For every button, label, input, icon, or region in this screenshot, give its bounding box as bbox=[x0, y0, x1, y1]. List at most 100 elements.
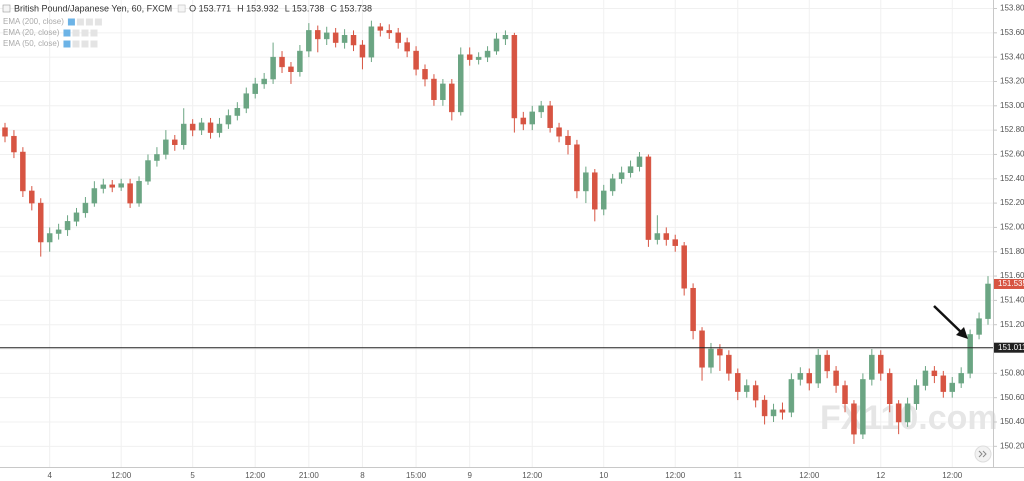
indicator-button[interactable] bbox=[90, 29, 98, 37]
scroll-to-end-button[interactable] bbox=[974, 445, 992, 463]
indicator-toggle[interactable] bbox=[63, 40, 71, 48]
header-value: L 153.738 bbox=[285, 3, 325, 13]
y-tick-label: 152.400 bbox=[1000, 174, 1024, 183]
indicator-button[interactable] bbox=[76, 18, 84, 26]
candle-body bbox=[493, 38, 500, 52]
indicator-button[interactable] bbox=[94, 18, 102, 26]
candle-body bbox=[449, 83, 455, 113]
symbol-icon[interactable] bbox=[2, 4, 11, 13]
candle-body bbox=[163, 139, 169, 155]
indicator-button[interactable] bbox=[72, 29, 80, 37]
candle-body bbox=[73, 212, 80, 222]
axes: 150.200150.400150.600150.800151.000151.2… bbox=[47, 4, 1024, 480]
x-tick-label: 4 bbox=[47, 471, 52, 480]
x-tick-label: 11 bbox=[734, 471, 743, 480]
candle-body bbox=[609, 178, 616, 192]
candle-body bbox=[574, 144, 580, 192]
candle-body bbox=[198, 122, 205, 131]
candle-body bbox=[538, 105, 544, 113]
candle-body bbox=[20, 151, 26, 192]
candle-body bbox=[243, 93, 250, 109]
candle-body bbox=[225, 115, 232, 125]
candle-body bbox=[672, 239, 678, 246]
candle-body bbox=[475, 56, 482, 60]
candles bbox=[2, 20, 991, 444]
candle-body bbox=[55, 229, 62, 234]
candle-body bbox=[404, 42, 410, 52]
x-tick-label: 12 bbox=[876, 471, 885, 480]
candle-body bbox=[878, 354, 884, 374]
indicator-button[interactable] bbox=[72, 40, 80, 48]
candle-body bbox=[869, 354, 875, 380]
x-tick-label: 12:00 bbox=[522, 471, 543, 480]
y-tick-label: 150.600 bbox=[1000, 393, 1024, 402]
candle-body bbox=[583, 172, 589, 192]
candle-body bbox=[663, 233, 670, 240]
candle-body bbox=[851, 403, 857, 435]
candle-body bbox=[359, 44, 366, 58]
candle-body bbox=[958, 373, 964, 384]
x-tick-label: 12:00 bbox=[942, 471, 963, 480]
candle-body bbox=[511, 35, 518, 119]
y-tick-label: 150.200 bbox=[1000, 441, 1024, 450]
indicator-button[interactable] bbox=[85, 18, 93, 26]
candle-body bbox=[315, 30, 321, 40]
candle-body bbox=[431, 78, 437, 100]
indicator-label: EMA (200, close) bbox=[3, 17, 64, 26]
candle-body bbox=[270, 56, 276, 80]
candle-body bbox=[91, 188, 98, 204]
indicator-toggle[interactable] bbox=[67, 18, 75, 26]
candle-body bbox=[109, 184, 115, 188]
x-tick-label: 12:00 bbox=[245, 471, 266, 480]
candle-body bbox=[761, 399, 768, 417]
y-tick-label: 153.400 bbox=[1000, 52, 1024, 61]
indicator-button[interactable] bbox=[90, 40, 98, 48]
candle-body bbox=[386, 30, 393, 34]
candle-body bbox=[306, 30, 312, 52]
candle-body bbox=[29, 190, 35, 204]
header-button[interactable] bbox=[177, 4, 186, 13]
x-tick-label: 15:00 bbox=[406, 471, 427, 480]
x-tick-label: 21:00 bbox=[299, 471, 320, 480]
y-tick-label: 152.000 bbox=[1000, 223, 1024, 232]
candle-body bbox=[145, 160, 151, 182]
candle-body bbox=[717, 348, 723, 356]
candle-body bbox=[234, 107, 241, 116]
candle-body bbox=[458, 54, 464, 113]
indicator-label: EMA (50, close) bbox=[3, 39, 60, 48]
candle-body bbox=[46, 233, 53, 243]
candle-body bbox=[931, 370, 938, 377]
candle-body bbox=[726, 354, 732, 374]
y-tick-label: 152.200 bbox=[1000, 198, 1024, 207]
candle-body bbox=[833, 370, 839, 386]
candle-body bbox=[645, 156, 652, 240]
candle-body bbox=[600, 190, 607, 210]
indicator-button[interactable] bbox=[81, 40, 89, 48]
last-price-box bbox=[994, 278, 1024, 289]
x-tick-label: 5 bbox=[190, 471, 195, 480]
horizontal-line-label-box bbox=[994, 342, 1024, 353]
candle-body bbox=[395, 32, 401, 43]
candle-body bbox=[323, 32, 330, 40]
candle-body bbox=[252, 83, 258, 94]
candle-body bbox=[368, 26, 375, 58]
x-tick-label: 12:00 bbox=[799, 471, 820, 480]
candle-body bbox=[189, 123, 196, 131]
candle-body bbox=[842, 385, 848, 405]
candle-body bbox=[440, 83, 446, 100]
y-tick-label: 153.200 bbox=[1000, 77, 1024, 86]
candle-body bbox=[708, 348, 714, 368]
header-value: H 153.932 bbox=[237, 3, 279, 13]
indicator-button[interactable] bbox=[81, 29, 89, 37]
y-tick-label: 152.800 bbox=[1000, 125, 1024, 134]
indicator-legend: EMA (200, close) EMA (20, close) EMA (50, … bbox=[3, 17, 102, 48]
candle-body bbox=[2, 127, 8, 137]
candle-body bbox=[466, 54, 473, 60]
candle-body bbox=[154, 154, 160, 161]
x-tick-label: 12:00 bbox=[665, 471, 686, 480]
candle-body bbox=[860, 379, 866, 435]
candle-body bbox=[913, 385, 920, 405]
indicator-toggle[interactable] bbox=[63, 29, 71, 37]
candle-body bbox=[985, 283, 991, 319]
header-value: C 153.738 bbox=[330, 3, 372, 13]
